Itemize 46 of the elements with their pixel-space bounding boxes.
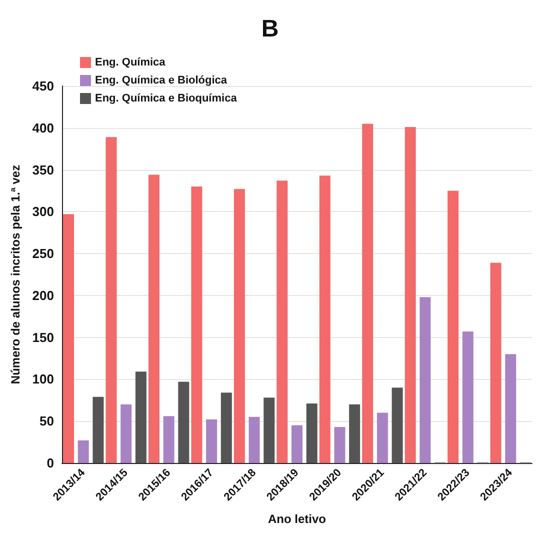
y-tick-label: 300 bbox=[32, 204, 54, 220]
bar bbox=[490, 262, 502, 463]
bar bbox=[178, 382, 190, 463]
bar bbox=[234, 189, 245, 463]
chart-title: B bbox=[261, 16, 279, 42]
y-tick-label: 200 bbox=[32, 288, 54, 303]
bar bbox=[306, 404, 318, 463]
bar bbox=[220, 392, 232, 463]
bar bbox=[392, 388, 403, 463]
bar bbox=[362, 124, 374, 463]
bar bbox=[276, 180, 288, 463]
bar bbox=[404, 127, 416, 463]
bar bbox=[420, 297, 431, 463]
y-tick-label: 350 bbox=[32, 162, 54, 178]
bar bbox=[78, 440, 89, 463]
legend-label: Eng. Química e Bioquímica bbox=[95, 92, 238, 104]
bar bbox=[92, 396, 104, 463]
legend-label: Eng. Química bbox=[95, 56, 166, 68]
bar bbox=[63, 214, 74, 463]
bar bbox=[148, 174, 160, 463]
legend-label: Eng. Química e Biológica bbox=[95, 74, 228, 86]
bar bbox=[120, 404, 132, 463]
y-axis-title: Número de alunos incritos pela 1.ª vez bbox=[8, 164, 22, 384]
bar bbox=[106, 137, 117, 463]
bar bbox=[448, 190, 459, 463]
bar bbox=[462, 331, 474, 463]
bar bbox=[264, 398, 275, 463]
y-tick-label: 50 bbox=[40, 414, 54, 429]
bar bbox=[248, 416, 260, 463]
bar bbox=[135, 372, 146, 463]
bar bbox=[376, 412, 388, 463]
y-tick-label: 250 bbox=[32, 246, 54, 262]
y-tick-label: 150 bbox=[32, 330, 54, 345]
bar bbox=[191, 186, 202, 463]
bar bbox=[163, 416, 174, 463]
y-tick-label: 100 bbox=[32, 372, 54, 387]
y-tick-label: 400 bbox=[32, 120, 54, 136]
bar bbox=[319, 176, 330, 463]
bar bbox=[505, 354, 516, 463]
y-tick-label: 0 bbox=[46, 456, 54, 470]
bar bbox=[292, 425, 302, 463]
bar bbox=[349, 404, 360, 463]
bar bbox=[334, 426, 346, 463]
x-axis-title: Ano letivo bbox=[268, 512, 326, 526]
y-tick-label: 450 bbox=[32, 78, 54, 94]
bar bbox=[206, 419, 218, 463]
